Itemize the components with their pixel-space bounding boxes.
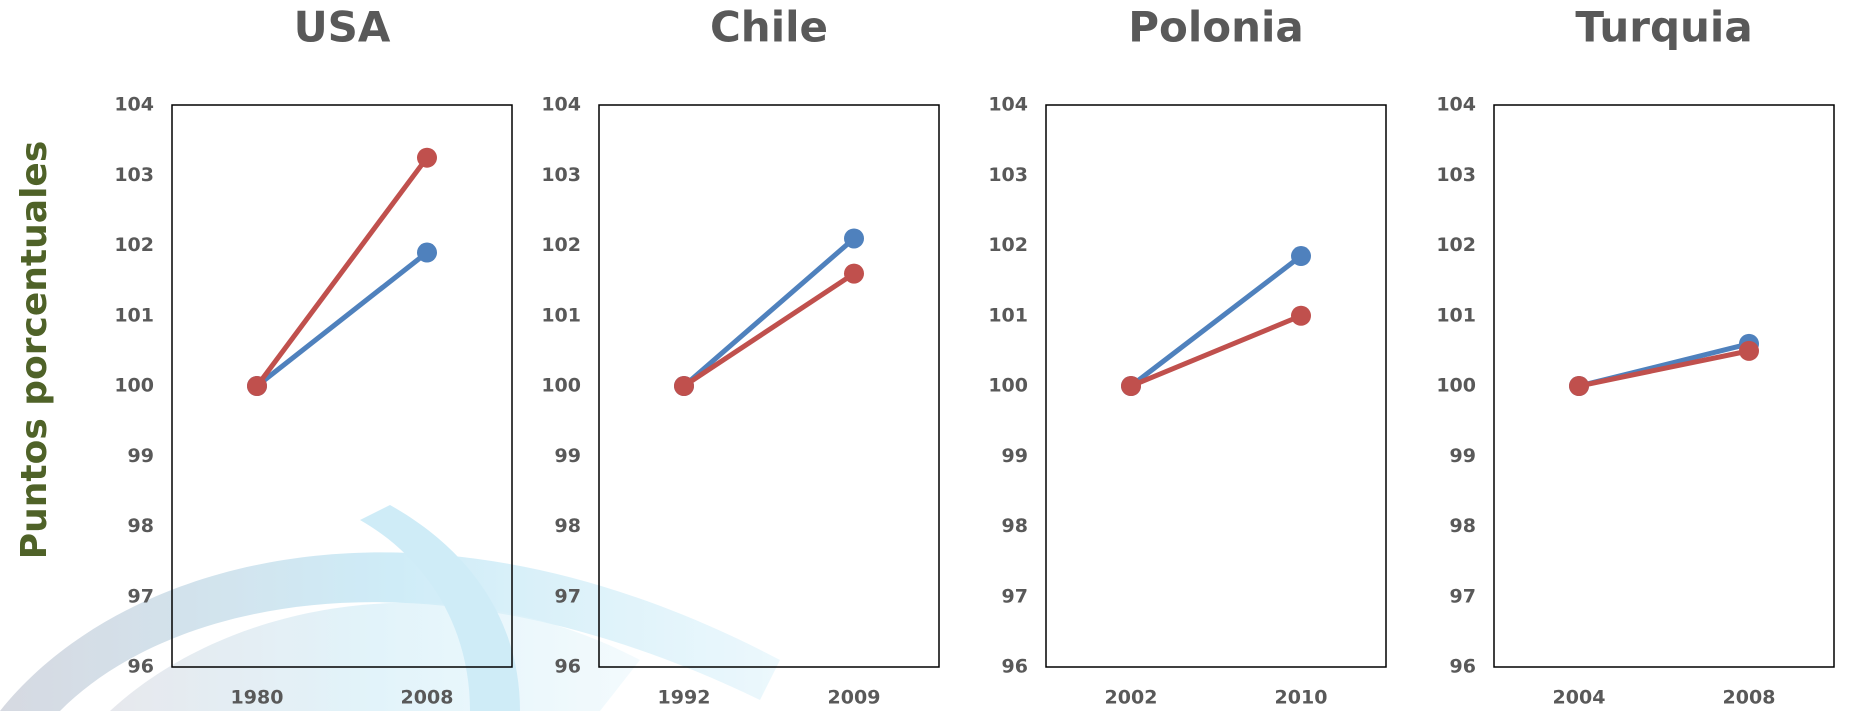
- y-tick-label: 97: [1002, 585, 1028, 607]
- plot-area: [1045, 104, 1387, 668]
- chart-title: Turquia: [1575, 3, 1752, 52]
- x-tick-label: 2008: [1723, 687, 1776, 709]
- x-tick-label: 1992: [658, 687, 711, 709]
- chart-title: Chile: [710, 3, 828, 52]
- y-tick-label: 101: [541, 304, 581, 326]
- y-tick-label: 103: [541, 164, 581, 186]
- y-tick-label: 101: [988, 304, 1028, 326]
- x-tick-label: 2002: [1105, 687, 1158, 709]
- y-tick-label: 96: [128, 656, 154, 678]
- x-tick-label: 2004: [1553, 687, 1606, 709]
- y-axis-label: Puntos porcentuales: [14, 141, 55, 560]
- y-tick-label: 104: [114, 94, 154, 116]
- data-point: [1291, 305, 1311, 326]
- y-tick-label: 96: [555, 656, 581, 678]
- y-tick-label: 103: [988, 164, 1028, 186]
- data-point: [674, 376, 694, 396]
- series-line: [1578, 348, 1750, 389]
- y-tick-label: 100: [1436, 375, 1476, 397]
- y-tick-label: 98: [128, 515, 154, 537]
- y-tick-label: 101: [1436, 304, 1476, 326]
- y-tick-label: 98: [1450, 515, 1476, 537]
- data-point: [1739, 340, 1759, 361]
- y-tick-label: 102: [988, 234, 1028, 256]
- y-tick-label: 100: [541, 375, 581, 397]
- y-tick-label: 100: [988, 375, 1028, 397]
- x-tick-label: 2008: [401, 687, 454, 709]
- y-tick-label: 104: [1436, 94, 1476, 116]
- data-point: [844, 228, 864, 249]
- chart-title: Polonia: [1128, 3, 1304, 52]
- data-point: [417, 242, 437, 263]
- background-decoration: [0, 505, 780, 711]
- y-tick-label: 103: [114, 164, 154, 186]
- y-tick-label: 98: [555, 515, 581, 537]
- series-line: [1130, 313, 1302, 389]
- y-tick-label: 100: [114, 375, 154, 397]
- y-tick-label: 102: [1436, 234, 1476, 256]
- plot-area: [171, 104, 513, 668]
- y-tick-label: 99: [1450, 445, 1476, 467]
- y-tick-label: 104: [541, 94, 581, 116]
- series-line: [682, 236, 856, 388]
- y-tick-label: 97: [555, 585, 581, 607]
- data-point: [844, 263, 864, 284]
- y-tick-label: 101: [114, 304, 154, 326]
- series-line: [255, 250, 429, 388]
- data-point: [1569, 376, 1589, 396]
- plot-area: [1493, 104, 1835, 668]
- y-tick-label: 103: [1436, 164, 1476, 186]
- data-point: [247, 376, 267, 396]
- y-tick-label: 98: [1002, 515, 1028, 537]
- y-tick-label: 104: [988, 94, 1028, 116]
- series-line: [1129, 254, 1303, 388]
- data-point: [1291, 246, 1311, 267]
- chart-title: USA: [294, 3, 391, 52]
- y-tick-label: 97: [1450, 585, 1476, 607]
- y-tick-label: 99: [128, 445, 154, 467]
- y-tick-label: 96: [1450, 656, 1476, 678]
- x-tick-label: 2010: [1275, 687, 1328, 709]
- series-line: [682, 271, 856, 389]
- y-tick-label: 97: [128, 585, 154, 607]
- data-point: [1121, 376, 1141, 396]
- y-tick-label: 102: [114, 234, 154, 256]
- y-tick-label: 102: [541, 234, 581, 256]
- x-tick-label: 2009: [828, 687, 881, 709]
- x-tick-label: 1980: [231, 687, 284, 709]
- plot-area: [598, 104, 940, 668]
- y-tick-label: 99: [1002, 445, 1028, 467]
- y-tick-label: 96: [1002, 656, 1028, 678]
- y-tick-label: 99: [555, 445, 581, 467]
- data-point: [417, 147, 437, 168]
- series-line: [254, 156, 430, 388]
